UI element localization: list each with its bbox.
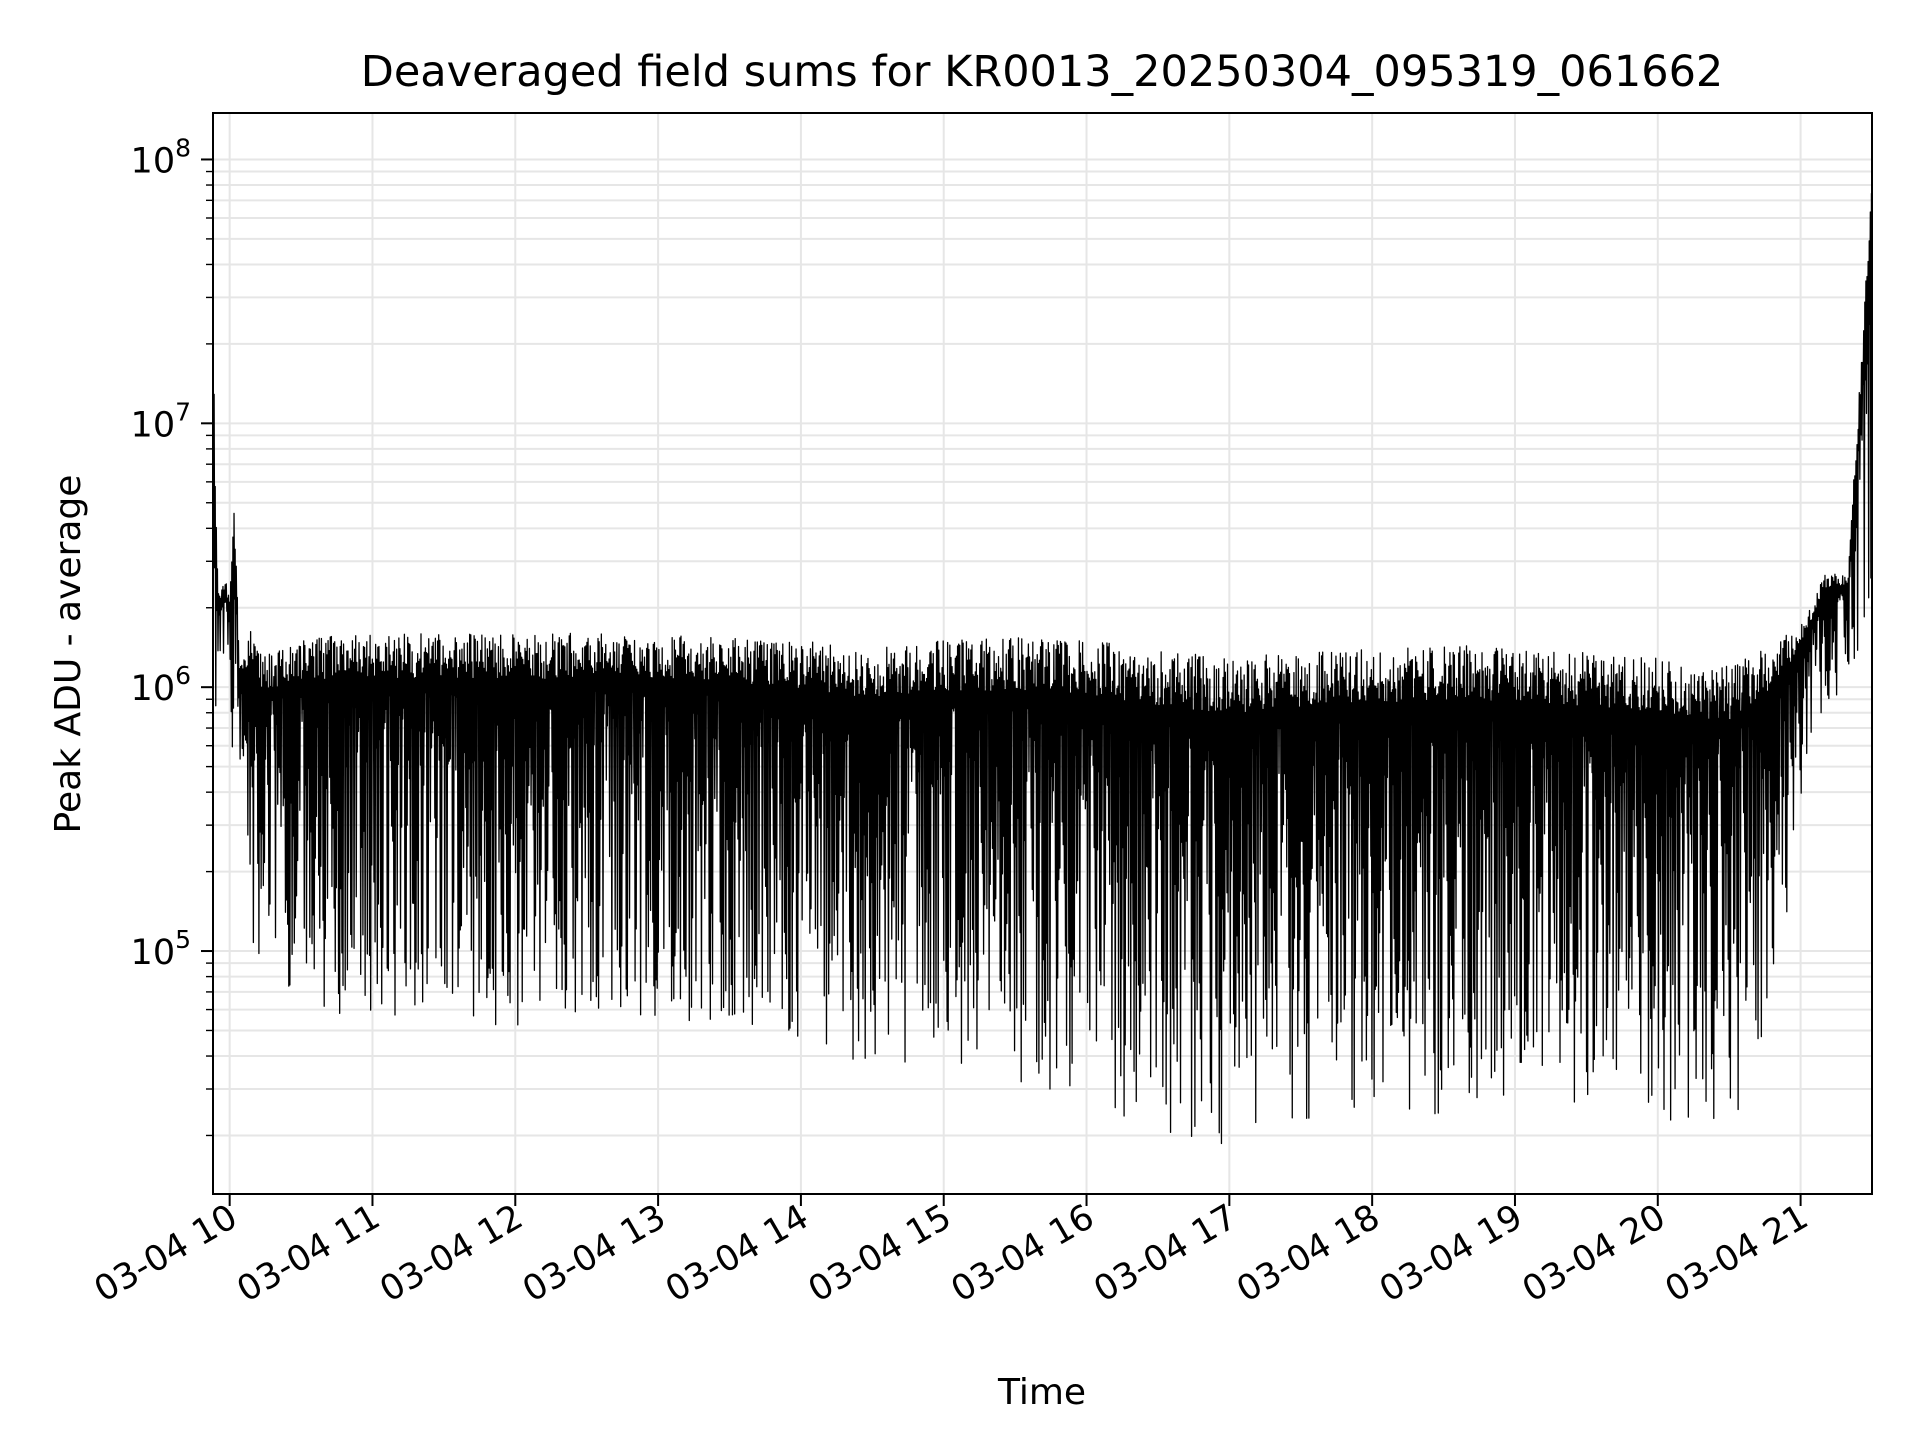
data-layer xyxy=(212,192,1873,1145)
y-tick-exponent: 5 xyxy=(175,925,191,954)
y-tick-exponent: 8 xyxy=(175,133,191,162)
x-tick-label: 03-04 20 xyxy=(1516,1197,1672,1310)
y-tick-label: 108 xyxy=(131,133,191,181)
x-tick-label: 03-04 17 xyxy=(1088,1197,1244,1310)
y-tick-base: 10 xyxy=(131,669,176,709)
y-tick-base: 10 xyxy=(131,405,176,445)
y-axis-label: Peak ADU - average xyxy=(48,475,89,834)
y-tick-base: 10 xyxy=(131,933,176,973)
series-line xyxy=(212,192,1873,1145)
x-axis-label: Time xyxy=(997,1372,1086,1413)
chart-title: Deaveraged field sums for KR0013_2025030… xyxy=(361,47,1724,97)
plot-frame xyxy=(212,112,1873,1195)
x-tick-label: 03-04 15 xyxy=(802,1197,958,1310)
x-tick-label: 03-04 21 xyxy=(1659,1197,1815,1310)
x-tick-label: 03-04 19 xyxy=(1373,1197,1529,1310)
x-tick-label: 03-04 13 xyxy=(516,1197,672,1310)
x-tick-label: 03-04 11 xyxy=(231,1197,387,1310)
x-tick-label: 03-04 14 xyxy=(659,1197,815,1310)
y-tick-label: 107 xyxy=(131,397,191,445)
x-tick-label: 03-04 16 xyxy=(945,1197,1101,1310)
x-tick-label: 03-04 10 xyxy=(88,1197,244,1310)
x-tick-label: 03-04 12 xyxy=(373,1197,529,1310)
y-tick-exponent: 7 xyxy=(175,397,191,426)
y-tick-label: 105 xyxy=(131,925,191,973)
x-tick-label: 03-04 18 xyxy=(1230,1197,1386,1310)
y-tick-exponent: 6 xyxy=(175,661,191,690)
y-tick-label: 106 xyxy=(131,661,191,709)
y-tick-base: 10 xyxy=(131,141,176,181)
